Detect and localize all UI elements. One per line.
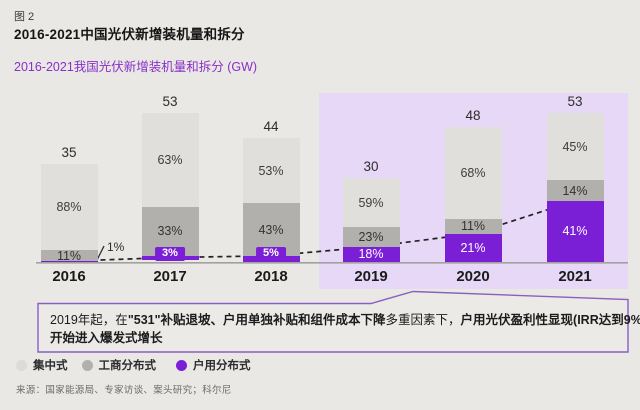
legend-label: 集中式 [33,360,68,372]
year-label-2017: 2017 [153,268,187,285]
segment-集中式-2017: 63% [141,113,199,207]
segment-label-户用分布式-2016: 1% [107,240,125,254]
legend-item-residential-distributed: 户用分布式 [176,357,251,373]
segment-percent-label: 18% [358,247,384,262]
annotation-text-bold: "531"补贴退坡、户用单独补贴和组件成本下降 [127,313,386,327]
annotation-line-2: 开始进入爆发式增长 [50,331,163,345]
segment-户用分布式-2021: 41% [546,200,604,262]
legend-dot-icon [176,359,187,371]
segment-集中式-2021: 45% [546,113,604,181]
bar-2016: 88% 11% [40,163,98,263]
segment-工商分布式-2021: 14% [546,180,604,201]
year-label-2020: 2020 [456,268,490,285]
year-label-2019: 2019 [354,268,388,285]
bar-2020: 68% 11% 21% [444,127,502,262]
annotation-text: 2019年起，在 [50,313,128,327]
chart-subtitle: 2016-2021我国光伏新增装机量和拆分 (GW) [14,60,258,74]
total-label-2021: 53 [567,94,583,110]
segment-badge-户用分布式-2017: 3% [155,247,185,261]
total-label-2016: 35 [61,144,77,160]
segment-percent-label: 33% [157,224,183,239]
segment-percent-label: 53% [258,163,284,178]
annotation-line-1: 2019年起，在"531"补贴退坡、户用单独补贴和组件成本下降多重因素下，户用光… [50,309,640,328]
segment-percent-label: 88% [56,199,82,214]
bar-2019: 59% 23% 18% [342,177,400,262]
segment-percent-label: 21% [460,240,486,255]
total-label-2018: 44 [263,119,279,135]
year-label-2016: 2016 [52,268,86,285]
legend-item-commercial-distributed: 工商分布式 [81,357,157,373]
figure-number: 图 2 [14,11,35,23]
segment-户用分布式-2020: 21% [444,233,502,262]
legend-label: 工商分布式 [98,360,157,372]
legend-dot-icon [81,359,93,371]
annotation-text-bold: 户用光伏盈利性显现(IRR达到9%以上), [460,313,640,327]
legend: 集中式 工商分布式 户用分布式 [16,357,251,373]
segment-percent-label: 63% [157,152,183,167]
segment-percent-label: 11% [460,219,486,234]
bar-2018: 53% 43% 5% [242,138,300,262]
segment-badge-户用分布式-2018: 5% [256,247,286,261]
segment-工商分布式-2018: 43% [242,203,300,256]
segment-集中式-2016: 88% [40,163,98,251]
segment-集中式-2019: 59% [342,177,400,228]
segment-percent-label: 43% [258,222,284,237]
legend-dot-icon [16,359,27,371]
total-label-2019: 30 [363,158,379,174]
year-label-2021: 2021 [558,268,592,285]
segment-percent-label: 41% [562,224,588,239]
segment-percent-label: 68% [460,165,486,180]
segment-集中式-2020: 68% [444,127,502,219]
bar-2017: 63% 33% 3% [141,113,199,262]
segment-percent-label: 23% [358,230,384,245]
legend-item-centralized: 集中式 [16,357,68,373]
segment-户用分布式-2019: 18% [342,246,400,262]
segment-percent-label: 14% [562,183,588,198]
page-title: 2016-2021中国光伏新增装机量和拆分 [14,27,245,42]
segment-集中式-2018: 53% [242,138,300,204]
segment-工商分布式-2019: 23% [342,227,400,247]
segment-percent-label: 45% [562,139,588,154]
segment-工商分布式-2020: 11% [444,218,502,234]
year-label-2018: 2018 [254,268,288,285]
segment-工商分布式-2016: 11% [40,248,98,263]
segment-percent-label: 59% [358,195,384,210]
segment-户用分布式-2016 [40,261,98,262]
source-note: 来源：国家能源局、专家访谈、案头研究；科尔尼 [16,385,232,396]
total-label-2017: 53 [162,94,178,110]
bar-2021: 45% 14% 41% [546,113,604,262]
legend-label: 户用分布式 [193,360,251,372]
total-label-2020: 48 [465,108,481,124]
segment-percent-label: 11% [56,248,82,263]
annotation-text: 多重因素下， [385,313,461,327]
